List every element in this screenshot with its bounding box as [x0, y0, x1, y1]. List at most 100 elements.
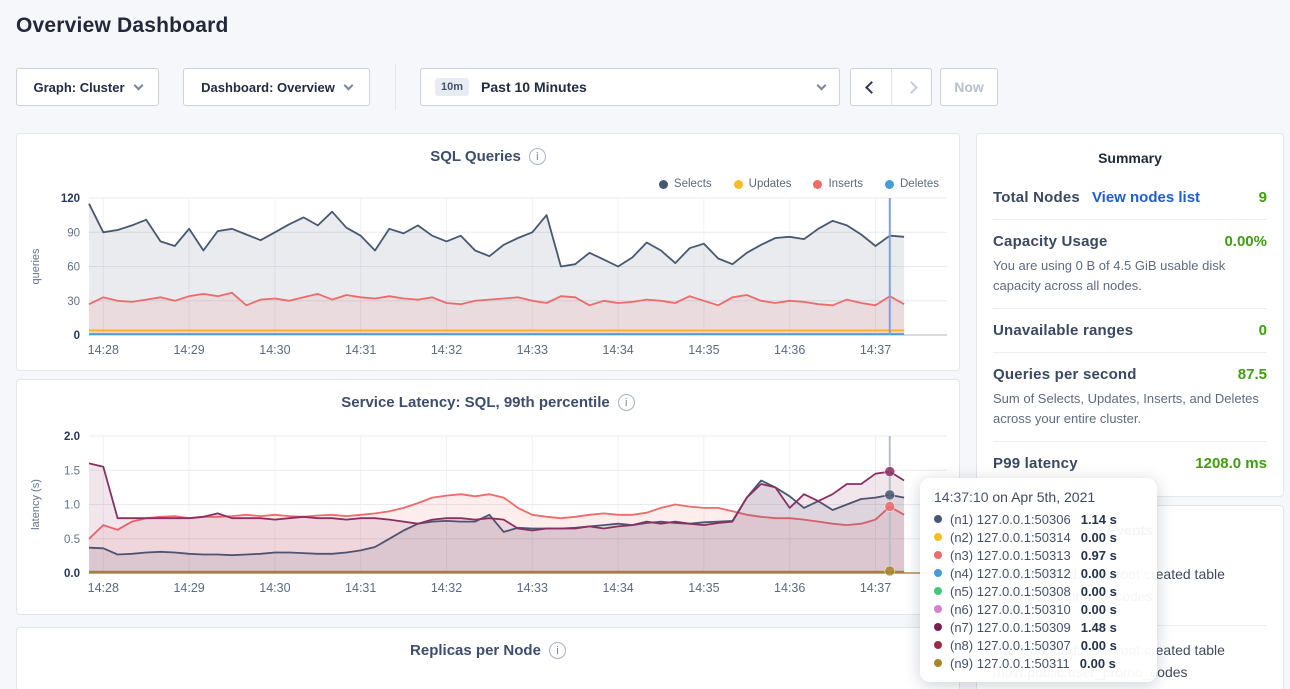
svg-text:0: 0: [74, 330, 80, 342]
dashboard-dropdown[interactable]: Dashboard: Overview: [183, 68, 370, 106]
tooltip-node-value: 0.00 s: [1079, 655, 1116, 671]
svg-text:14:37: 14:37: [860, 343, 891, 357]
tooltip-node-value: 0.00 s: [1080, 565, 1117, 581]
controls-divider: [395, 64, 396, 110]
summary-row-capacity: Capacity Usage 0.00% You are using 0 B o…: [993, 220, 1267, 308]
svg-text:14:37: 14:37: [860, 581, 891, 595]
svg-text:30: 30: [67, 296, 80, 308]
summary-value: 0: [1258, 322, 1267, 339]
svg-text:0.5: 0.5: [64, 534, 80, 546]
chart-tooltip: 14:37:10 on Apr 5th, 2021 (n1) 127.0.0.1…: [920, 478, 1157, 682]
divider: [993, 219, 1267, 220]
svg-text:queries: queries: [30, 248, 42, 285]
replicas-per-node-card: Replicas per Node: [16, 627, 960, 689]
chevron-down-icon: [343, 80, 354, 91]
series-dot-icon: [934, 623, 942, 631]
series-dot-icon: [934, 569, 942, 577]
time-range-pager: [850, 68, 932, 106]
svg-text:14:31: 14:31: [345, 581, 376, 595]
svg-text:14:35: 14:35: [688, 343, 719, 357]
page-title: Overview Dashboard: [16, 14, 229, 37]
tooltip-node-value: 0.00 s: [1080, 529, 1117, 545]
tooltip-node-label: (n2) 127.0.0.1:50314: [950, 529, 1071, 545]
graph-dropdown[interactable]: Graph: Cluster: [16, 68, 159, 106]
info-icon[interactable]: [617, 394, 635, 411]
divider: [993, 352, 1267, 353]
tooltip-node-value: 0.00 s: [1080, 601, 1117, 617]
series-dot-icon: [934, 515, 942, 523]
svg-text:1.5: 1.5: [64, 465, 80, 477]
summary-label: P99 latency: [993, 455, 1078, 472]
prev-range-button[interactable]: [851, 69, 891, 105]
summary-value: 9: [1258, 189, 1267, 206]
view-nodes-list-link[interactable]: View nodes list: [1091, 189, 1201, 206]
summary-row-qps: Queries per second 87.5 Sum of Selects, …: [993, 353, 1267, 441]
service-latency-chart[interactable]: 14:28 14:29 14:30 14:31 14:32 14:33 14:34 14:35…: [25, 430, 953, 600]
svg-text:14:33: 14:33: [517, 581, 548, 595]
tooltip-node-value: 1.48 s: [1080, 619, 1117, 635]
svg-text:120: 120: [61, 193, 80, 205]
series-dot-icon: [934, 659, 942, 667]
tooltip-timestamp: 14:37:10 on Apr 5th, 2021: [934, 489, 1096, 505]
chart-title: Replicas per Node: [410, 642, 541, 659]
svg-text:14:28: 14:28: [88, 343, 119, 357]
series-dot-icon: [733, 179, 743, 189]
tooltip-node-label: (n9) 127.0.0.1:50311: [950, 655, 1070, 671]
summary-row-p99-latency: P99 latency 1208.0 ms: [993, 442, 1267, 485]
time-range-badge: 10m: [435, 78, 470, 96]
divider: [993, 308, 1267, 309]
summary-caption: You are using 0 B of 4.5 GiB usable disk…: [993, 258, 1226, 293]
summary-label: Total Nodes: [993, 189, 1080, 206]
legend-item: Updates: [733, 178, 791, 190]
chevron-down-icon: [133, 80, 143, 91]
svg-text:14:31: 14:31: [345, 343, 376, 357]
svg-text:14:34: 14:34: [602, 343, 633, 357]
chart-legend: Selects Updates Inserts Deletes: [658, 178, 939, 190]
summary-value: 87.5: [1237, 366, 1267, 383]
summary-label: Capacity Usage: [993, 233, 1108, 250]
info-icon[interactable]: [548, 642, 566, 659]
tooltip-node-label: (n1) 127.0.0.1:50306: [950, 511, 1071, 527]
series-dot-icon: [934, 533, 942, 541]
sql-queries-chart[interactable]: 14:28 14:29 14:30 14:31 14:32 14:33 14:34 14:35…: [25, 192, 953, 362]
chart-title: Service Latency: SQL, 99th percentile: [341, 394, 610, 411]
svg-text:14:28: 14:28: [88, 581, 119, 595]
summary-label: Queries per second: [993, 366, 1137, 383]
tooltip-node-label: (n8) 127.0.0.1:50307: [950, 637, 1071, 653]
tooltip-node-value: 0.00 s: [1080, 583, 1117, 599]
svg-text:latency (s): latency (s): [30, 479, 42, 530]
tooltip-node-row: (n8) 127.0.0.1:50307 0.00 s: [934, 636, 1143, 654]
summary-row-unavailable-ranges: Unavailable ranges 0: [993, 309, 1267, 352]
chart-title: SQL Queries: [430, 148, 521, 165]
tooltip-node-label: (n3) 127.0.0.1:50313: [950, 547, 1071, 563]
series-dot-icon: [934, 551, 942, 559]
svg-text:14:33: 14:33: [517, 343, 548, 357]
summary-value: 1208.0 ms: [1195, 455, 1267, 472]
tooltip-node-label: (n5) 127.0.0.1:50308: [950, 583, 1071, 599]
graph-dropdown-label: Graph: Cluster: [33, 79, 125, 95]
series-dot-icon: [934, 587, 942, 595]
next-range-button[interactable]: [891, 69, 931, 105]
svg-text:14:32: 14:32: [431, 581, 462, 595]
tooltip-node-value: 1.14 s: [1080, 511, 1117, 527]
info-icon[interactable]: [528, 148, 546, 165]
tooltip-node-value: 0.97 s: [1080, 547, 1117, 563]
tooltip-node-label: (n7) 127.0.0.1:50309: [950, 619, 1071, 635]
summary-panel: Summary Total Nodes View nodes list 9 Ca…: [976, 133, 1284, 497]
series-dot-icon: [934, 641, 942, 649]
svg-text:14:30: 14:30: [259, 343, 290, 357]
summary-heading: Summary: [1098, 150, 1162, 166]
tooltip-node-label: (n4) 127.0.0.1:50312: [950, 565, 1071, 581]
summary-value: 0.00%: [1224, 233, 1267, 250]
svg-text:0.0: 0.0: [64, 568, 80, 580]
tooltip-node-row: (n1) 127.0.0.1:50306 1.14 s: [934, 510, 1143, 528]
chevron-left-icon: [864, 80, 878, 94]
tooltip-node-row: (n9) 127.0.0.1:50311 0.00 s: [934, 654, 1143, 672]
time-range-label: Past 10 Minutes: [481, 79, 587, 95]
legend-item: Deletes: [885, 178, 939, 190]
legend-item: Selects: [658, 178, 712, 190]
now-button[interactable]: Now: [940, 68, 998, 106]
series-dot-icon: [658, 179, 668, 189]
svg-text:1.0: 1.0: [64, 500, 80, 512]
time-range-picker[interactable]: 10m Past 10 Minutes: [420, 68, 840, 106]
